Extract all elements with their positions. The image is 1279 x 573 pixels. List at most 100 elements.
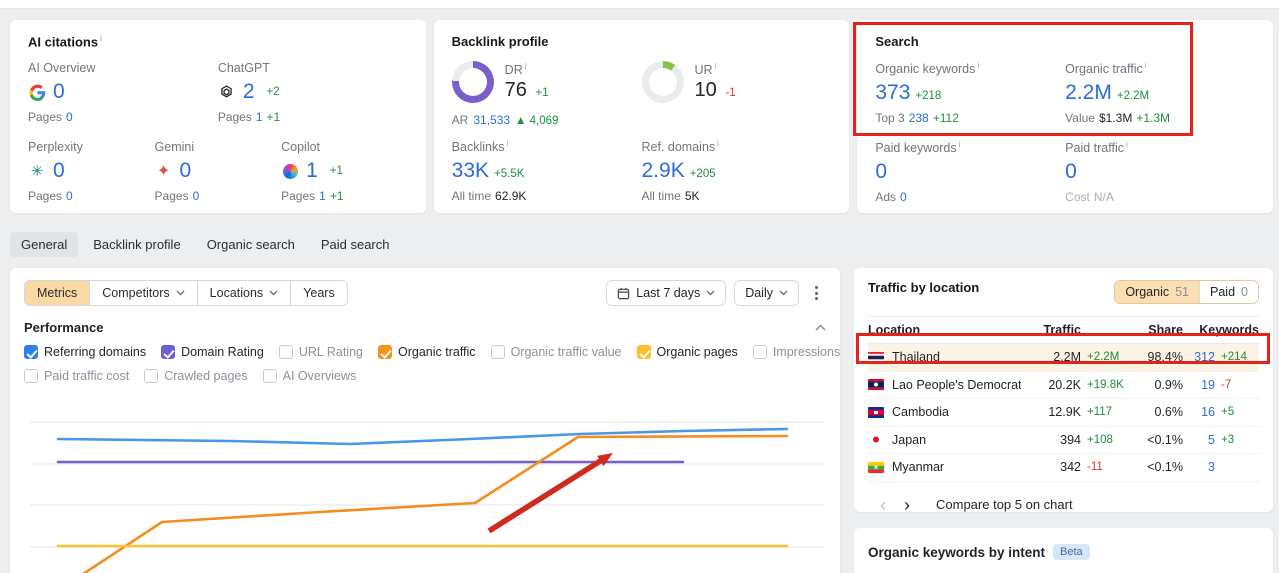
prev-page-button[interactable]: ‹ [880,494,886,515]
next-page-button[interactable]: › [904,494,910,515]
info-icon[interactable]: i [1144,61,1147,70]
cost-value: N/A [1093,190,1114,205]
organic-traffic-value[interactable]: 2.2M [1065,81,1112,105]
gemini-value[interactable]: 0 [179,159,192,183]
perplexity-value[interactable]: 0 [53,159,65,183]
performance-chart-area[interactable] [10,395,840,573]
checkbox-crawled-pages[interactable]: Crawled pages [144,369,248,383]
checkbox-paid-traffic-cost[interactable]: Paid traffic cost [24,369,129,383]
alltime-label: All time [451,189,492,204]
info-icon[interactable]: i [1126,140,1128,150]
traffic-delta: -11 [1087,461,1103,474]
summary-cards-row: AI citations i AI Overview 0 Pages 0 ChatG… [10,20,1274,213]
ref-domains-value[interactable]: 2.9K [641,159,685,183]
top3-value[interactable]: 238 [908,111,929,126]
keywords-value[interactable]: 5 [1208,432,1215,447]
checkbox-ai-overviews[interactable]: AI Overviews [262,369,356,383]
copilot-icon [281,162,299,180]
checkbox-label: Crawled pages [164,369,248,383]
copilot-value[interactable]: 1 [306,159,318,183]
checkbox-url-rating[interactable]: URL Rating [278,345,363,359]
delta: +218 [915,90,942,103]
beta-badge: Beta [1053,544,1090,560]
checkbox-organic-traffic-value[interactable]: Organic traffic value [490,345,622,359]
pages-value[interactable]: 0 [192,189,200,204]
info-icon[interactable]: i [100,34,102,43]
tab-backlink-profile[interactable]: Backlink profile [93,237,181,252]
pages-delta: +1 [329,189,344,204]
info-icon[interactable]: i [958,140,961,150]
checkbox-label: Referring domains [44,345,147,359]
location-row-cambodia[interactable]: Cambodia 12.9K +117 0.6% 16 +5 [868,399,1259,427]
performance-card: Metrics Competitors Locations Years Last… [10,268,840,573]
location-row-thailand[interactable]: Thailand 2.2M +2.2M 98.4% 312 +214 [868,344,1259,372]
checkbox-impressions[interactable]: Impressions [752,345,840,359]
organic-toggle-button[interactable]: Organic 51 [1115,281,1200,303]
organic-keywords-metric: Organic keywords i 373 +218 Top 3 238 +112 [875,61,1065,125]
pages-value[interactable]: 0 [66,110,73,125]
value-delta: +1.3M [1136,111,1171,126]
calendar-icon [618,287,630,299]
location-row-myanmar[interactable]: Myanmar 342 -11 <0.1% 3 [868,454,1259,482]
pages-label: Pages [28,110,63,125]
location-table-header: Location Traffic Share Keywords [868,316,1259,344]
keywords-value[interactable]: 3 [1208,460,1215,475]
backlinks-value[interactable]: 33K [451,159,490,183]
pages-value[interactable]: 1 [255,110,263,125]
info-icon[interactable]: i [977,61,980,70]
tab-paid-search[interactable]: Paid search [320,237,390,252]
competitors-label: Competitors [102,286,170,300]
performance-title: Performance [24,320,104,335]
pages-value[interactable]: 0 [66,189,73,204]
organic-traffic-metric: Organic traffic i 2.2M +2.2M Value $1.3M +1.… [1065,61,1255,125]
chatgpt-icon [218,83,236,101]
location-row-japan[interactable]: Japan 394 +108 <0.1% 5 +3 [868,427,1259,454]
organic-keywords-value[interactable]: 373 [875,81,911,105]
info-icon[interactable]: i [506,139,509,148]
tab-organic-search[interactable]: Organic search [206,237,295,252]
ai-overview-value[interactable]: 0 [53,80,65,104]
metric-label: Paid keywords [875,141,957,156]
metric-label: Perplexity [28,140,83,155]
paid-traffic-value[interactable]: 0 [1065,160,1077,184]
locations-segment[interactable]: Locations [197,281,292,305]
col-keywords: Keywords [1199,323,1259,337]
checkbox-organic-pages[interactable]: Organic pages [636,345,738,359]
performance-chart [30,421,825,573]
granularity-button[interactable]: Daily [734,280,799,306]
date-range-label: Last 7 days [636,286,701,300]
info-icon[interactable]: i [717,139,719,148]
more-options-kebab-icon[interactable] [807,282,826,304]
keywords-value[interactable]: 312 [1194,350,1215,365]
domain-rating-block: DR i 76 +1 [451,61,642,103]
checkbox-referring-domains[interactable]: Referring domains [24,345,146,359]
location-row-laos[interactable]: Lao People's Democratic Reput 20.2K +19.… [868,372,1259,399]
keywords-value[interactable]: 16 [1201,405,1215,420]
info-icon[interactable]: i [524,62,527,72]
ads-value[interactable]: 0 [900,190,907,205]
share-value: 98.4% [1147,350,1183,365]
ai-citations-title: AI citations [28,34,99,50]
checkbox-label: Organic traffic [397,345,476,359]
metrics-segment[interactable]: Metrics [25,281,91,305]
paid-keywords-value[interactable]: 0 [875,160,888,184]
info-icon[interactable]: i [714,62,717,72]
years-segment[interactable]: Years [291,281,347,305]
metric-label: Gemini [154,140,195,155]
checkbox-organic-traffic[interactable]: Organic traffic [377,345,476,359]
alltime-label: All time [641,189,681,204]
keywords-value[interactable]: 19 [1201,377,1215,392]
chatgpt-value[interactable]: 2 [242,80,255,104]
paid-toggle-button[interactable]: Paid 0 [1199,281,1258,303]
ar-value[interactable]: 31,533 [473,113,511,127]
compare-top5-link[interactable]: Compare top 5 on chart [936,497,1073,512]
date-range-button[interactable]: Last 7 days [606,280,727,306]
collapse-chevron-icon[interactable] [815,324,826,331]
pages-value[interactable]: 1 [319,189,326,204]
tab-general[interactable]: General [10,232,79,257]
competitors-segment[interactable]: Competitors [90,281,198,305]
url-rating-block: UR i 10 -1 [641,61,832,103]
checkbox-domain-rating[interactable]: Domain Rating [161,345,264,359]
flag-myanmar-icon [868,461,884,473]
flag-cambodia-icon [868,406,884,418]
